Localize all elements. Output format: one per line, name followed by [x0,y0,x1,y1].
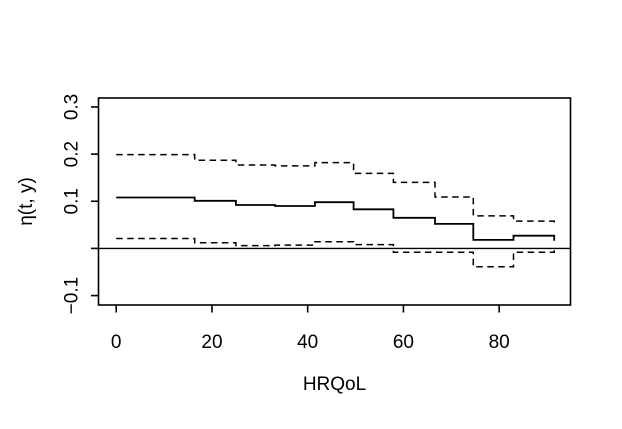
y-axis-title: η(t, y) [16,177,37,226]
x-axis-title: HRQoL [303,374,366,395]
x-tick-label: 20 [201,332,222,353]
y-tick-label: 0.3 [62,94,83,120]
x-tick-label: 80 [489,332,510,353]
lower-ci-line [116,237,555,268]
x-tick-label: 40 [297,332,318,353]
y-tick-label: 0.2 [62,141,83,167]
y-tick-label: −0.1 [62,277,83,315]
y-tick-label: 0.1 [62,188,83,214]
x-tick-label: 60 [393,332,414,353]
upper-ci-line [116,153,555,227]
estimate-line [116,196,556,241]
x-tick-label: 0 [111,332,122,353]
